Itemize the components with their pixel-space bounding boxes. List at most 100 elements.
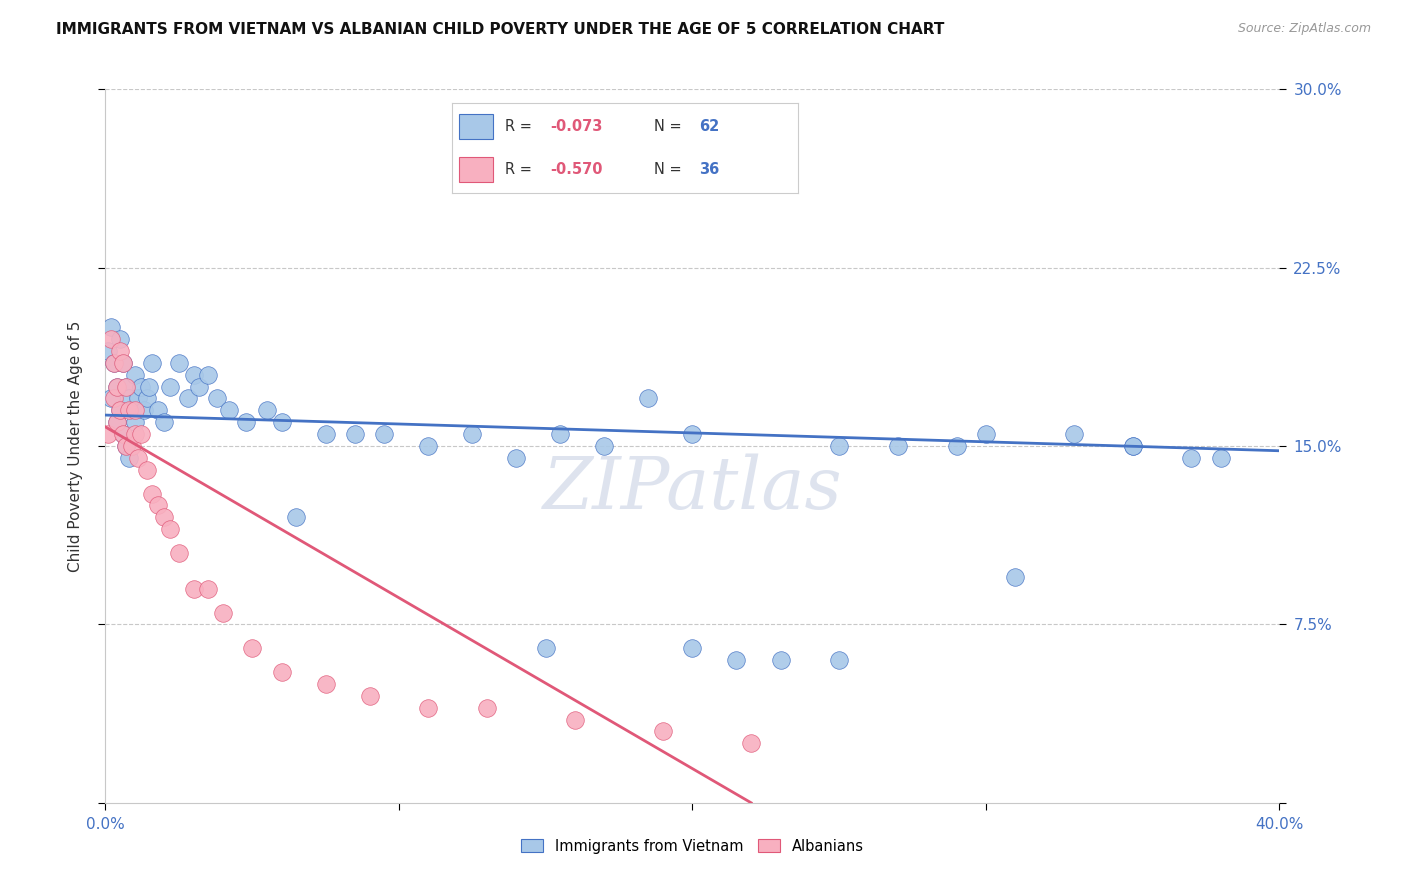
Point [1004,570,1026,584]
Point [167,546,190,560]
Point [593,439,616,453]
Point [1209,450,1232,465]
Point [1180,450,1202,465]
Point [112,427,135,442]
Point [115,439,138,453]
Point [197,368,219,382]
Point [105,415,128,429]
Point [118,403,141,417]
Point [129,379,152,393]
Point [103,356,125,370]
Point [135,463,157,477]
Point [218,403,240,417]
Point [1122,439,1144,453]
Point [564,713,586,727]
Point [112,427,135,442]
Point [108,403,131,417]
Point [769,653,792,667]
Point [97,343,120,358]
Point [887,439,910,453]
Point [211,606,233,620]
Point [103,392,125,406]
Point [550,427,572,442]
Point [188,379,211,393]
Point [652,724,675,739]
Point [637,392,659,406]
Point [121,439,143,453]
Point [725,653,748,667]
Point [315,677,337,691]
Point [112,356,135,370]
Point [124,403,146,417]
Point [127,392,149,406]
Point [235,415,257,429]
Point [461,427,484,442]
Point [945,439,967,453]
Point [118,450,141,465]
Point [828,653,851,667]
Point [176,392,198,406]
Text: ZIPatlas: ZIPatlas [543,453,842,524]
Point [108,332,131,346]
Point [534,641,557,656]
Point [256,403,278,417]
Point [97,427,120,442]
Point [974,427,997,442]
Point [240,641,263,656]
Point [1063,427,1085,442]
Point [105,379,128,393]
Point [285,510,308,524]
Point [373,427,395,442]
Point [108,403,131,417]
Point [141,356,163,370]
Text: Source: ZipAtlas.com: Source: ZipAtlas.com [1237,22,1371,36]
Point [100,332,122,346]
Point [183,582,205,596]
Legend: Immigrants from Vietnam, Albanians: Immigrants from Vietnam, Albanians [516,833,869,860]
Point [138,379,160,393]
Point [115,439,138,453]
Point [740,736,762,750]
Point [359,689,381,703]
Point [105,415,128,429]
Point [118,392,141,406]
Point [127,450,149,465]
Point [418,700,440,714]
Point [112,356,135,370]
Point [103,356,125,370]
Point [315,427,337,442]
Point [828,439,851,453]
Point [141,486,163,500]
Point [159,522,181,536]
Point [153,415,176,429]
Point [105,379,128,393]
Point [505,450,527,465]
Point [135,392,157,406]
Point [124,427,146,442]
Point [167,356,190,370]
Point [148,499,170,513]
Point [205,392,228,406]
Point [682,641,704,656]
Point [270,415,292,429]
Point [183,368,205,382]
Point [1122,439,1144,453]
Point [148,403,170,417]
Y-axis label: Child Poverty Under the Age of 5: Child Poverty Under the Age of 5 [67,320,83,572]
Point [100,320,122,334]
Point [124,368,146,382]
Point [682,427,704,442]
Point [197,582,219,596]
Point [124,415,146,429]
Point [129,427,152,442]
Point [132,403,155,417]
Point [115,379,138,393]
Point [475,700,498,714]
Point [270,665,292,679]
Point [343,427,366,442]
Point [100,392,122,406]
Point [108,343,131,358]
Point [418,439,440,453]
Point [153,510,176,524]
Text: IMMIGRANTS FROM VIETNAM VS ALBANIAN CHILD POVERTY UNDER THE AGE OF 5 CORRELATION: IMMIGRANTS FROM VIETNAM VS ALBANIAN CHIL… [56,22,945,37]
